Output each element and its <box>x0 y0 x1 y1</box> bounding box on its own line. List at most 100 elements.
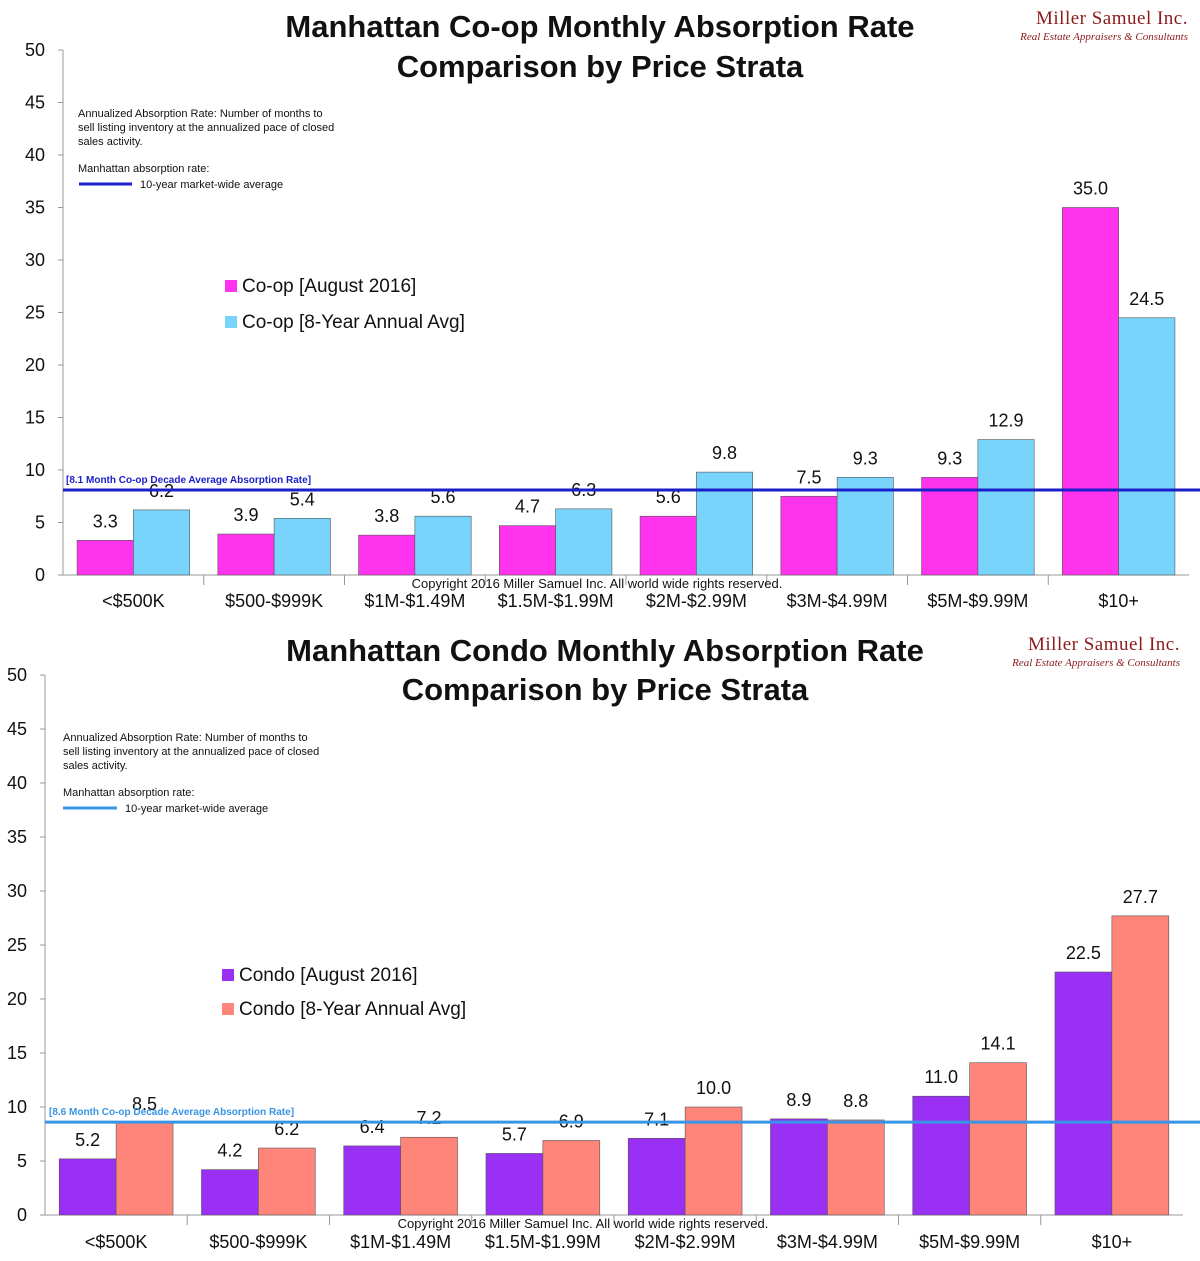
y-tick-label: 30 <box>7 881 27 901</box>
legend-swatch <box>225 316 237 328</box>
data-label: 9.3 <box>937 448 962 468</box>
chart-coop: 0 5 10 15 20 25 30 35 40 45 50 <$500K $500-$999K $1M-… <box>25 8 1200 611</box>
data-label: 8.8 <box>843 1091 868 1111</box>
y-tick-label: 35 <box>7 827 27 847</box>
data-label: 7.1 <box>644 1109 669 1129</box>
y-tick-label: 20 <box>7 989 27 1009</box>
x-tick-label: <$500K <box>85 1232 148 1252</box>
copyright-text: Copyright 2016 Miller Samuel Inc. All wo… <box>398 1216 769 1231</box>
bar-avg <box>684 1106 743 1216</box>
decade-average-label: [8.6 Month Co-op Decade Average Absorpti… <box>49 1107 294 1118</box>
data-label: 3.3 <box>93 511 118 531</box>
bar-avg <box>133 509 190 576</box>
note-legend-item: 10-year market-wide average <box>140 179 283 191</box>
data-label: 5.2 <box>75 1130 100 1150</box>
note-legend-heading: Manhattan absorption rate: <box>78 163 209 175</box>
data-label: 9.3 <box>853 448 878 468</box>
data-label: 4.2 <box>217 1141 242 1161</box>
bar-avg <box>542 1140 601 1216</box>
note-legend-heading: Manhattan absorption rate: <box>63 787 194 799</box>
bar-current <box>1062 207 1119 576</box>
y-tick-label: 15 <box>7 1043 27 1063</box>
data-label: 11.0 <box>924 1067 958 1087</box>
legend-label: Condo [August 2016] <box>239 965 418 986</box>
x-tick-label: $2M-$2.99M <box>635 1232 736 1252</box>
bar-avg <box>969 1062 1027 1216</box>
legend-swatch <box>222 969 234 981</box>
data-label: 22.5 <box>1066 943 1101 963</box>
legend-swatch <box>222 1003 234 1015</box>
legend-swatch <box>225 280 237 292</box>
y-tick-label: 25 <box>25 303 45 323</box>
brand-logo-subtitle: Real Estate Appraisers & Consultants <box>1011 657 1180 669</box>
y-tick-label: 20 <box>25 355 45 375</box>
bar-current <box>627 1138 686 1216</box>
chart-subtitle: Comparison by Price Strata <box>397 49 804 84</box>
y-tick-label: 0 <box>35 565 45 585</box>
bar-avg <box>977 439 1035 576</box>
y-tick-label: 15 <box>25 408 45 428</box>
data-label: 9.8 <box>712 443 737 463</box>
bar-current <box>485 1153 544 1216</box>
bar-avg <box>414 515 472 576</box>
bar-current <box>58 1158 117 1216</box>
y-tick-label: 5 <box>17 1151 27 1171</box>
bar-current <box>358 534 416 576</box>
data-label: 8.5 <box>132 1094 157 1114</box>
data-label: 3.9 <box>233 505 258 525</box>
y-tick-label: 40 <box>25 145 45 165</box>
x-tick-label: $500-$999K <box>209 1232 307 1252</box>
chart-condo: 0 5 10 15 20 25 30 35 40 45 50 <$500K $500-$999K $1M-… <box>7 633 1200 1252</box>
bar-avg <box>555 508 613 576</box>
data-label: 4.7 <box>515 497 540 517</box>
data-label: 5.4 <box>290 489 315 509</box>
bar-avg <box>836 477 894 576</box>
brand-logo-name: Miller Samuel Inc. <box>1036 8 1188 29</box>
bar-avg <box>696 471 753 576</box>
x-tick-label: $1.5M-$1.99M <box>498 591 614 611</box>
bar-avg <box>1111 915 1170 1216</box>
y-tick-label: 10 <box>7 1097 27 1117</box>
note-text: sales activity. <box>78 136 143 148</box>
bar-avg <box>827 1119 885 1216</box>
bar-avg <box>1118 317 1176 576</box>
data-label: 12.9 <box>989 411 1024 431</box>
x-tick-label: $3M-$4.99M <box>777 1232 878 1252</box>
data-label: 35.0 <box>1073 179 1108 199</box>
y-tick-label: 0 <box>17 1205 27 1225</box>
bar-avg <box>273 517 331 576</box>
bar-current <box>201 1169 259 1216</box>
bar-current <box>921 477 979 576</box>
bar-current <box>343 1145 401 1216</box>
note-text: sales activity. <box>63 760 128 772</box>
bar-current <box>639 515 697 576</box>
legend-label: Co-op [8-Year Annual Avg] <box>242 312 465 333</box>
x-tick-label: <$500K <box>102 591 165 611</box>
data-label: 24.5 <box>1129 289 1164 309</box>
chart-subtitle: Comparison by Price Strata <box>402 672 809 707</box>
bar-avg <box>258 1147 316 1216</box>
y-tick-label: 45 <box>7 719 27 739</box>
x-tick-label: $2M-$2.99M <box>646 591 747 611</box>
note-text: Annualized Absorption Rate: Number of mo… <box>63 732 308 744</box>
x-tick-label: $3M-$4.99M <box>787 591 888 611</box>
bar-current <box>76 540 134 576</box>
bar-current <box>1054 971 1113 1216</box>
x-tick-label: $1.5M-$1.99M <box>485 1232 601 1252</box>
y-tick-label: 35 <box>25 198 45 218</box>
x-tick-label: $1M-$1.49M <box>350 1232 451 1252</box>
x-tick-label: $10+ <box>1092 1232 1133 1252</box>
legend-label: Co-op [August 2016] <box>242 276 416 297</box>
x-tick-label: $500-$999K <box>225 591 323 611</box>
decade-average-label: [8.1 Month Co-op Decade Average Absorpti… <box>66 475 311 486</box>
data-label: 27.7 <box>1123 887 1158 907</box>
bar-avg <box>115 1122 174 1216</box>
y-tick-label: 30 <box>25 250 45 270</box>
bar-current <box>499 525 556 576</box>
y-tick-label: 50 <box>7 665 27 685</box>
y-tick-label: 25 <box>7 935 27 955</box>
data-label: 6.4 <box>360 1117 385 1137</box>
note-text: sell listing inventory at the annualized… <box>63 746 319 758</box>
y-tick-label: 50 <box>25 40 45 60</box>
